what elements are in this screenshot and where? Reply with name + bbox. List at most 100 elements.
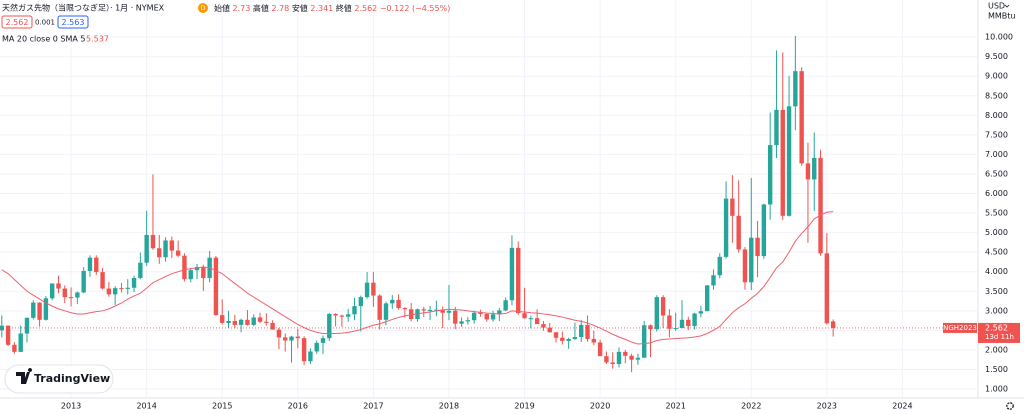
- low-value: 2.341: [310, 4, 333, 13]
- candle-body: [780, 109, 785, 216]
- candle-body: [289, 336, 294, 341]
- ohlc: 始値 2.73 高値 2.78 安値 2.341 終値 2.562 −0.122…: [214, 3, 450, 13]
- y-tick-label: 5.500: [985, 209, 1008, 218]
- ma-line: [1, 211, 834, 345]
- candle-body: [736, 215, 741, 250]
- candle-body: [459, 321, 464, 324]
- currency[interactable]: USD: [988, 2, 1005, 11]
- candle-body: [730, 198, 735, 216]
- candle-body: [786, 106, 792, 216]
- candle-body: [87, 257, 93, 271]
- dropdown-icon[interactable]: [1004, 4, 1010, 8]
- bid[interactable]: 2.562: [6, 18, 29, 27]
- axes: 1.0001.5002.0002.5003.0003.5004.0004.500…: [61, 33, 1020, 411]
- candle-body: [465, 320, 471, 322]
- price-axis: [978, 0, 1024, 414]
- y-tick-label: 2.000: [985, 345, 1008, 354]
- open-value: 2.73: [233, 4, 251, 13]
- candle-body: [75, 292, 80, 298]
- candle-body: [106, 288, 112, 295]
- candle-body: [711, 275, 716, 286]
- y-tick-label: 1.000: [985, 385, 1008, 394]
- candle-body: [396, 299, 401, 309]
- candle-body: [509, 247, 515, 301]
- candle-body: [194, 267, 200, 271]
- candle-body: [163, 240, 168, 258]
- candle-body: [238, 319, 244, 325]
- candle-body: [119, 288, 124, 290]
- ohlc-label: 始値: [214, 3, 230, 13]
- x-tick-label: 2016: [288, 402, 308, 411]
- watermark[interactable]: TradingView: [34, 372, 110, 385]
- candle-body: [37, 302, 42, 320]
- price-tag: [978, 322, 1020, 343]
- y-tick-label: 5.000: [985, 228, 1008, 237]
- candle-body: [408, 309, 414, 320]
- buy-box[interactable]: [57, 15, 89, 29]
- logo-pill[interactable]: [4, 364, 114, 394]
- candle-body: [49, 283, 55, 299]
- candle-body: [169, 240, 175, 251]
- x-tick-label: 2017: [363, 402, 383, 411]
- candle-body: [43, 298, 49, 320]
- countdown: 13d 11h: [985, 333, 1014, 341]
- candle-body: [0, 325, 4, 331]
- candle-body: [541, 324, 546, 328]
- candle-body: [585, 324, 590, 339]
- candle-body: [667, 315, 672, 329]
- x-tick-label: 2014: [136, 402, 156, 411]
- chart-title: 天然ガス先物（当限つなぎ足）· 1月 · NYMEX: [2, 3, 165, 13]
- contract-label: NGH2023: [943, 324, 977, 332]
- ohlc-label: 終値: [336, 3, 352, 13]
- candle-body: [723, 198, 729, 257]
- y-tick-label: 7.000: [985, 150, 1008, 159]
- candle-body: [131, 277, 137, 288]
- ask[interactable]: 2.563: [62, 18, 85, 27]
- y-tick-label: 6.000: [985, 189, 1008, 198]
- candle-body: [100, 272, 105, 289]
- candle-body: [812, 157, 817, 180]
- candle-body: [528, 318, 534, 320]
- candle-body: [301, 338, 307, 362]
- change: −0.122 (−4.55%): [380, 4, 451, 13]
- candle-body: [251, 317, 256, 325]
- candle-body: [597, 342, 603, 357]
- candle-body: [31, 302, 36, 318]
- candle-body: [213, 257, 219, 316]
- logo-icon[interactable]: [16, 368, 33, 384]
- settings-icon[interactable]: [1006, 402, 1014, 410]
- sell-box[interactable]: [1, 15, 33, 29]
- candle-body: [377, 295, 382, 320]
- candle-body: [679, 319, 685, 329]
- candle-body: [264, 321, 269, 323]
- candle-body: [276, 329, 282, 338]
- candle-body: [830, 321, 836, 328]
- candle-body: [610, 362, 615, 364]
- candle-body: [12, 344, 17, 352]
- candle-body: [295, 336, 301, 339]
- x-tick-label: 2015: [212, 402, 232, 411]
- high-value: 2.78: [271, 4, 289, 13]
- candle-body: [534, 318, 540, 325]
- candle-body: [566, 338, 571, 341]
- candle-body: [698, 311, 704, 314]
- candle-body: [220, 315, 225, 323]
- candle-body: [478, 312, 483, 314]
- x-tick-label: 2024: [892, 402, 912, 411]
- candle-body: [257, 317, 263, 322]
- candle-body: [157, 248, 162, 258]
- x-tick-label: 2018: [439, 402, 459, 411]
- spread: 0.001: [35, 19, 55, 27]
- candle-body: [503, 300, 508, 311]
- candle-body: [516, 247, 521, 314]
- candle-body: [421, 309, 426, 311]
- candle-body: [175, 250, 181, 256]
- candle-body: [686, 319, 691, 327]
- candle-body: [352, 306, 357, 315]
- candle-body: [56, 283, 61, 289]
- candle-body: [150, 234, 156, 249]
- candle-body: [673, 328, 678, 330]
- candle-body: [635, 357, 641, 360]
- candle-body: [522, 313, 527, 319]
